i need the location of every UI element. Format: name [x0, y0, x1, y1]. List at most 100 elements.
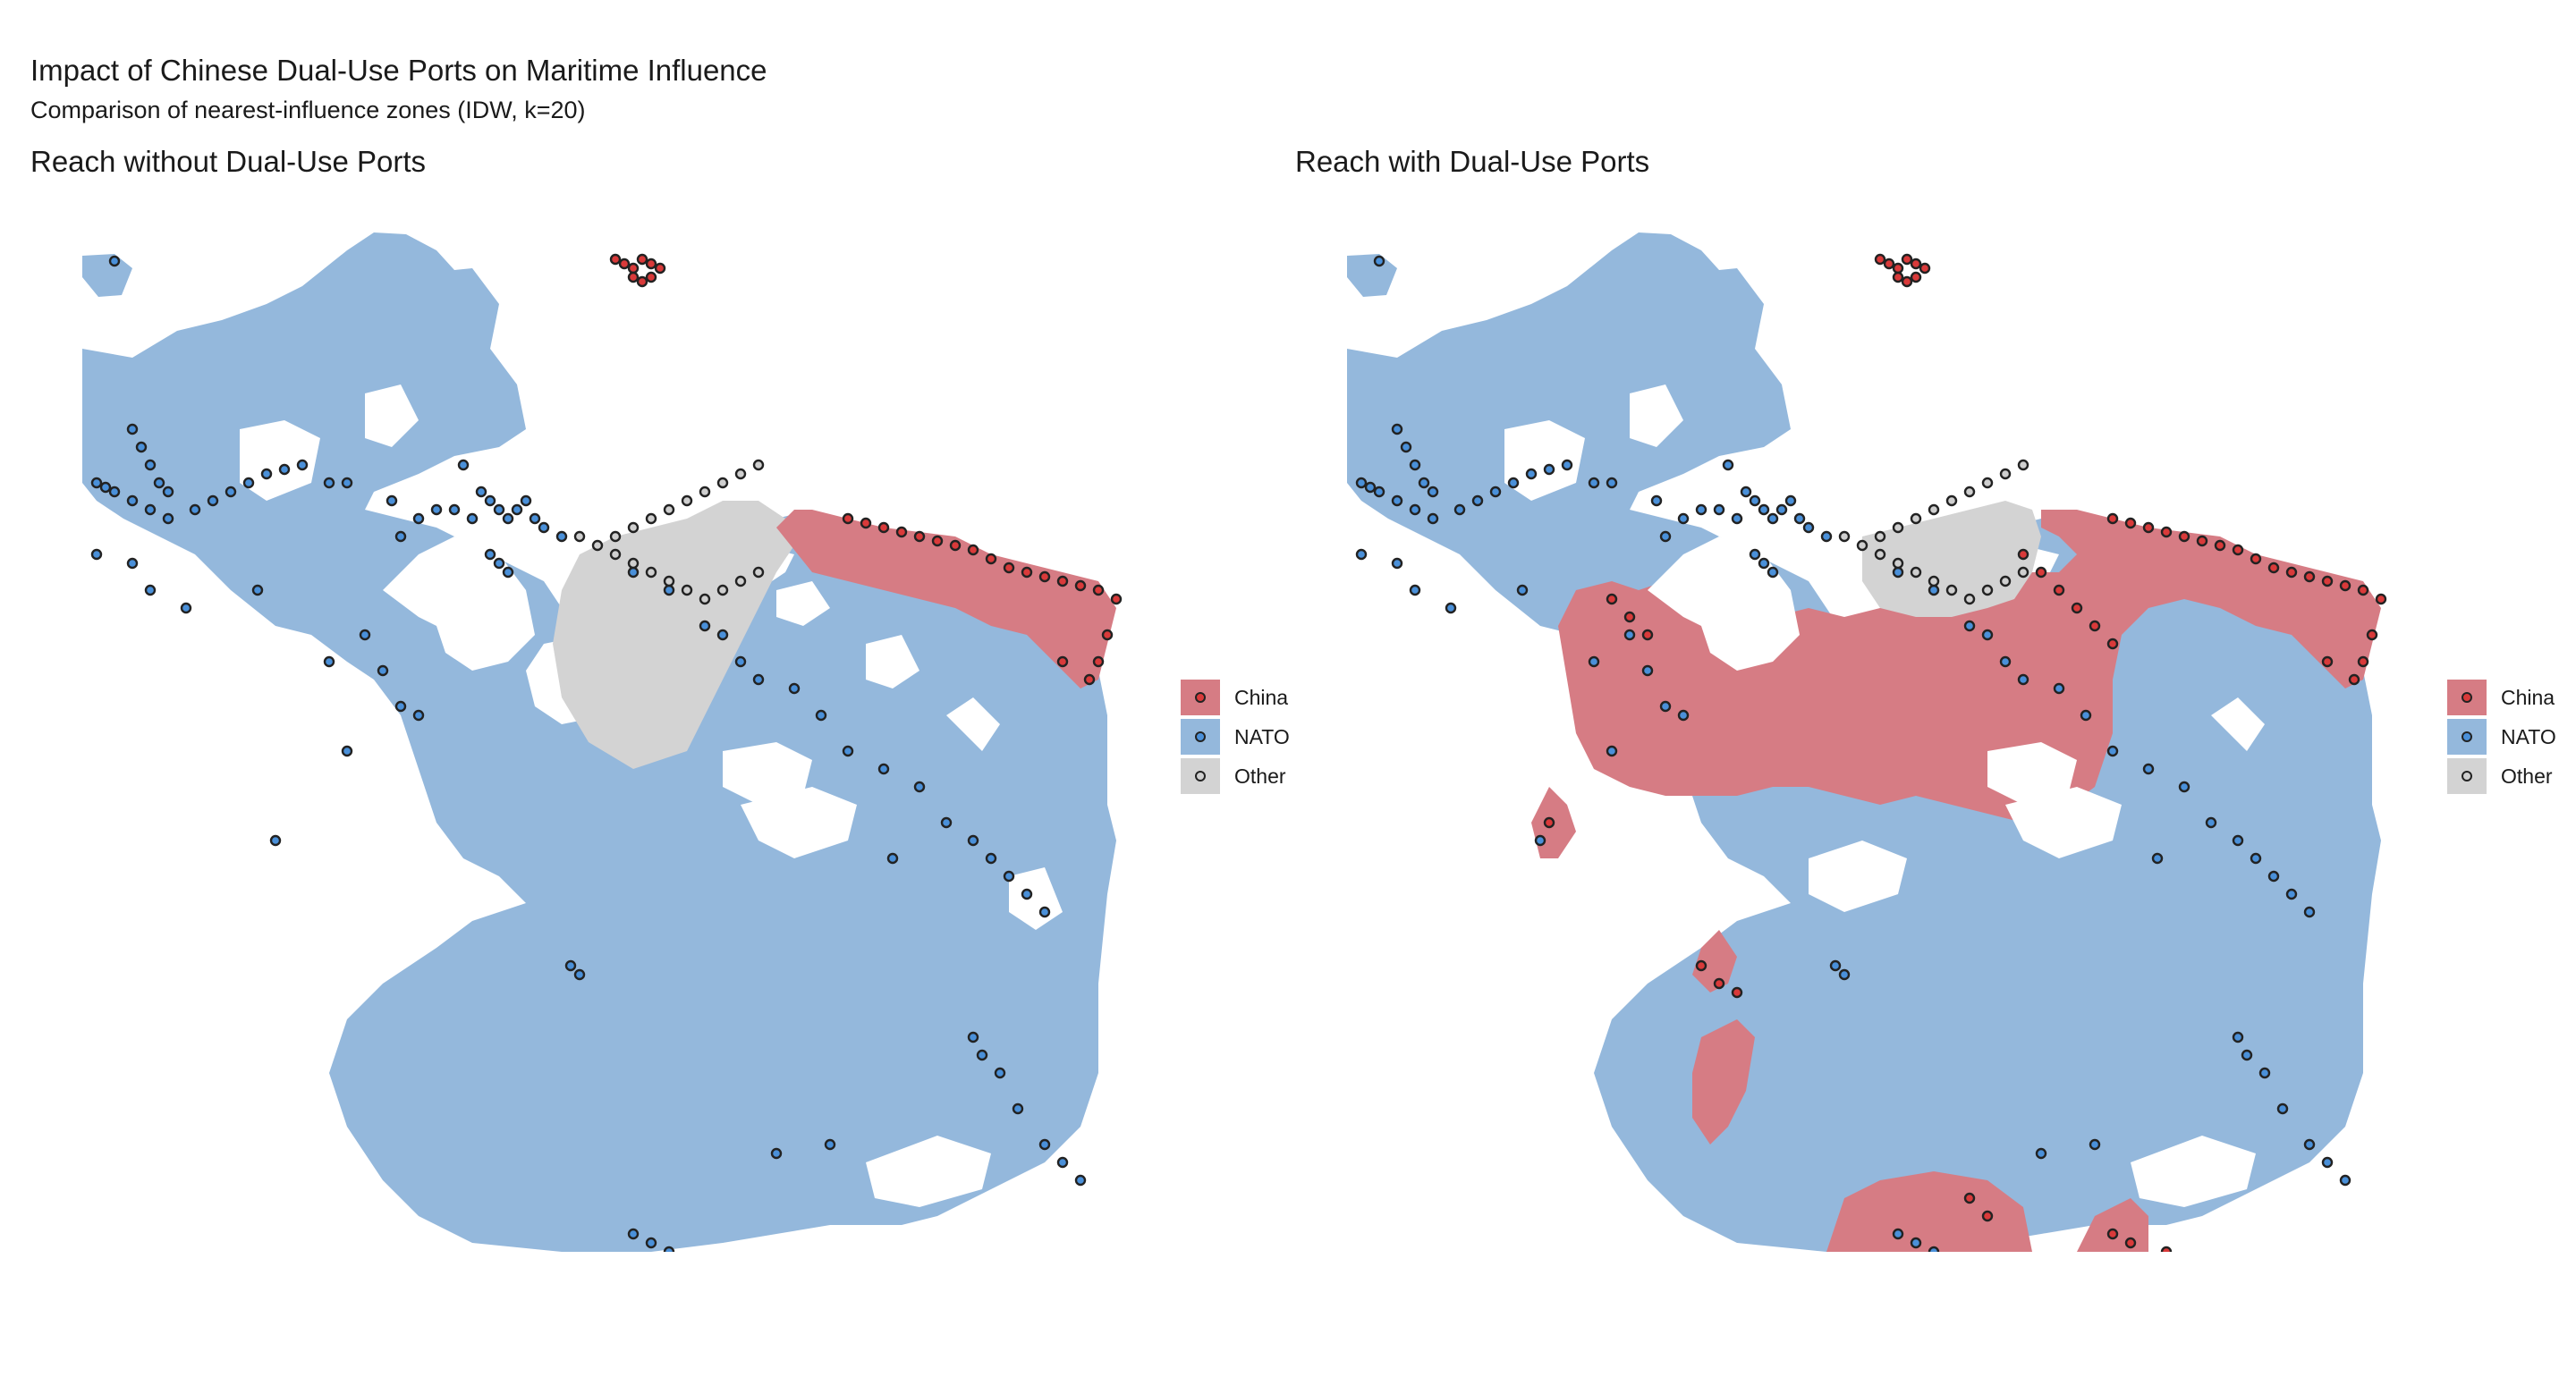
nato-port-marker	[573, 968, 586, 981]
nato-port-marker	[278, 463, 291, 476]
nato-port-marker	[627, 1228, 640, 1240]
nato-port-marker	[2205, 816, 2217, 829]
nato-port-marker	[2339, 1174, 2351, 1187]
china-port-marker	[1901, 275, 1913, 288]
nato-port-marker	[1038, 906, 1051, 918]
nato-port-marker	[1928, 584, 1940, 596]
nato-port-marker	[144, 459, 157, 471]
legend-item-other: Other	[1181, 756, 1290, 796]
nato-port-marker	[788, 682, 801, 695]
nato-port-marker	[1758, 503, 1770, 516]
nato-port-marker	[1391, 494, 1403, 507]
nato-port-marker	[412, 512, 425, 525]
other-port-marker	[663, 575, 675, 587]
nato-port-marker	[2232, 834, 2244, 847]
nato-port-marker	[1767, 512, 1779, 525]
nato-port-marker	[1445, 602, 1457, 614]
other-port-marker	[591, 539, 604, 552]
nato-port-marker	[1758, 557, 1770, 570]
china-port-marker	[1981, 1210, 1994, 1222]
nato-port-marker	[940, 816, 953, 829]
other-port-marker	[609, 548, 622, 561]
nato-port-marker	[260, 468, 273, 480]
nato-port-marker	[1606, 477, 1618, 489]
nato-port-marker	[2285, 888, 2298, 900]
nato-port-marker	[457, 459, 470, 471]
other-port-marker	[1945, 584, 1958, 596]
nato-port-marker	[99, 481, 112, 494]
nato-port-marker	[493, 503, 505, 516]
other-port-marker	[752, 566, 765, 579]
other-zone	[1862, 501, 2041, 617]
other-port-marker	[1874, 548, 1886, 561]
legend-with: China NATO Other	[2447, 678, 2556, 796]
china-port-marker	[842, 512, 854, 525]
china-port-marker	[1919, 262, 1931, 275]
nato-port-marker	[1355, 548, 1368, 561]
china-port-marker	[1056, 655, 1069, 668]
nato-port-marker	[1056, 1156, 1069, 1169]
nato-port-marker	[1409, 459, 1421, 471]
nato-port-marker	[1892, 1228, 1904, 1240]
nato-port-marker	[1588, 655, 1600, 668]
other-port-marker	[1910, 512, 1922, 525]
nato-port-marker	[126, 423, 139, 435]
china-port-marker	[2178, 530, 2190, 543]
nato-port-marker	[2267, 870, 2280, 883]
nato-port-marker	[645, 1237, 657, 1249]
china-port-marker	[2106, 512, 2119, 525]
nato-port-marker	[1534, 834, 1546, 847]
nato-port-marker	[296, 459, 309, 471]
nato-port-marker	[1928, 1246, 1940, 1252]
china-port-marker	[618, 258, 631, 270]
other-port-marker	[627, 557, 640, 570]
nato-port-marker	[2142, 763, 2155, 775]
land-cutouts-top	[776, 581, 830, 626]
nato-port-marker	[90, 548, 103, 561]
china-port-marker	[2232, 544, 2244, 556]
nato-port-marker	[2321, 1156, 2334, 1169]
nato-port-marker	[1021, 888, 1033, 900]
nato-port-marker	[1489, 486, 1502, 498]
china-port-marker	[2214, 539, 2226, 552]
nato-port-marker	[699, 620, 711, 632]
nato-port-marker	[1012, 1102, 1024, 1115]
nato-port-marker	[430, 503, 443, 516]
nato-port-marker	[1650, 494, 1663, 507]
other-port-marker	[627, 521, 640, 534]
nato-port-marker	[323, 477, 335, 489]
nato-port-marker	[1418, 477, 1430, 489]
nato-port-marker	[1074, 1174, 1087, 1187]
nato-port-marker	[1427, 486, 1439, 498]
nato-port-marker	[967, 834, 979, 847]
nato-port-marker	[663, 584, 675, 596]
nato-port-marker	[377, 664, 389, 677]
map-without-dual-use-ports	[82, 232, 1123, 1252]
nato-port-marker	[824, 1138, 836, 1151]
china-port-marker	[1874, 253, 1886, 266]
china-port-marker	[1731, 986, 1743, 999]
nato-port-marker	[1677, 709, 1690, 722]
nato-port-marker	[1659, 530, 1672, 543]
nato-port-marker	[126, 557, 139, 570]
nato-port-marker	[2106, 745, 2119, 757]
china-port-marker	[2160, 526, 2173, 538]
nato-port-marker	[1355, 477, 1368, 489]
other-port-marker	[681, 584, 693, 596]
china-port-marker	[1003, 562, 1015, 574]
other-port-marker	[1928, 503, 1940, 516]
china-port-marker	[1083, 673, 1096, 686]
nato-port-marker	[1400, 441, 1412, 453]
legend-key-china	[1181, 680, 1220, 715]
nato-port-marker	[1740, 486, 1752, 498]
nato-port-marker	[967, 1031, 979, 1043]
china-port-marker	[1038, 570, 1051, 583]
nato-port-marker	[189, 503, 201, 516]
nato-port-marker	[153, 477, 165, 489]
nato-port-marker	[1391, 423, 1403, 435]
nato-port-marker	[162, 486, 174, 498]
china-port-marker	[1606, 593, 1618, 605]
other-port-marker	[752, 459, 765, 471]
china-port-marker	[2106, 1228, 2119, 1240]
other-port-marker	[1856, 539, 1868, 552]
